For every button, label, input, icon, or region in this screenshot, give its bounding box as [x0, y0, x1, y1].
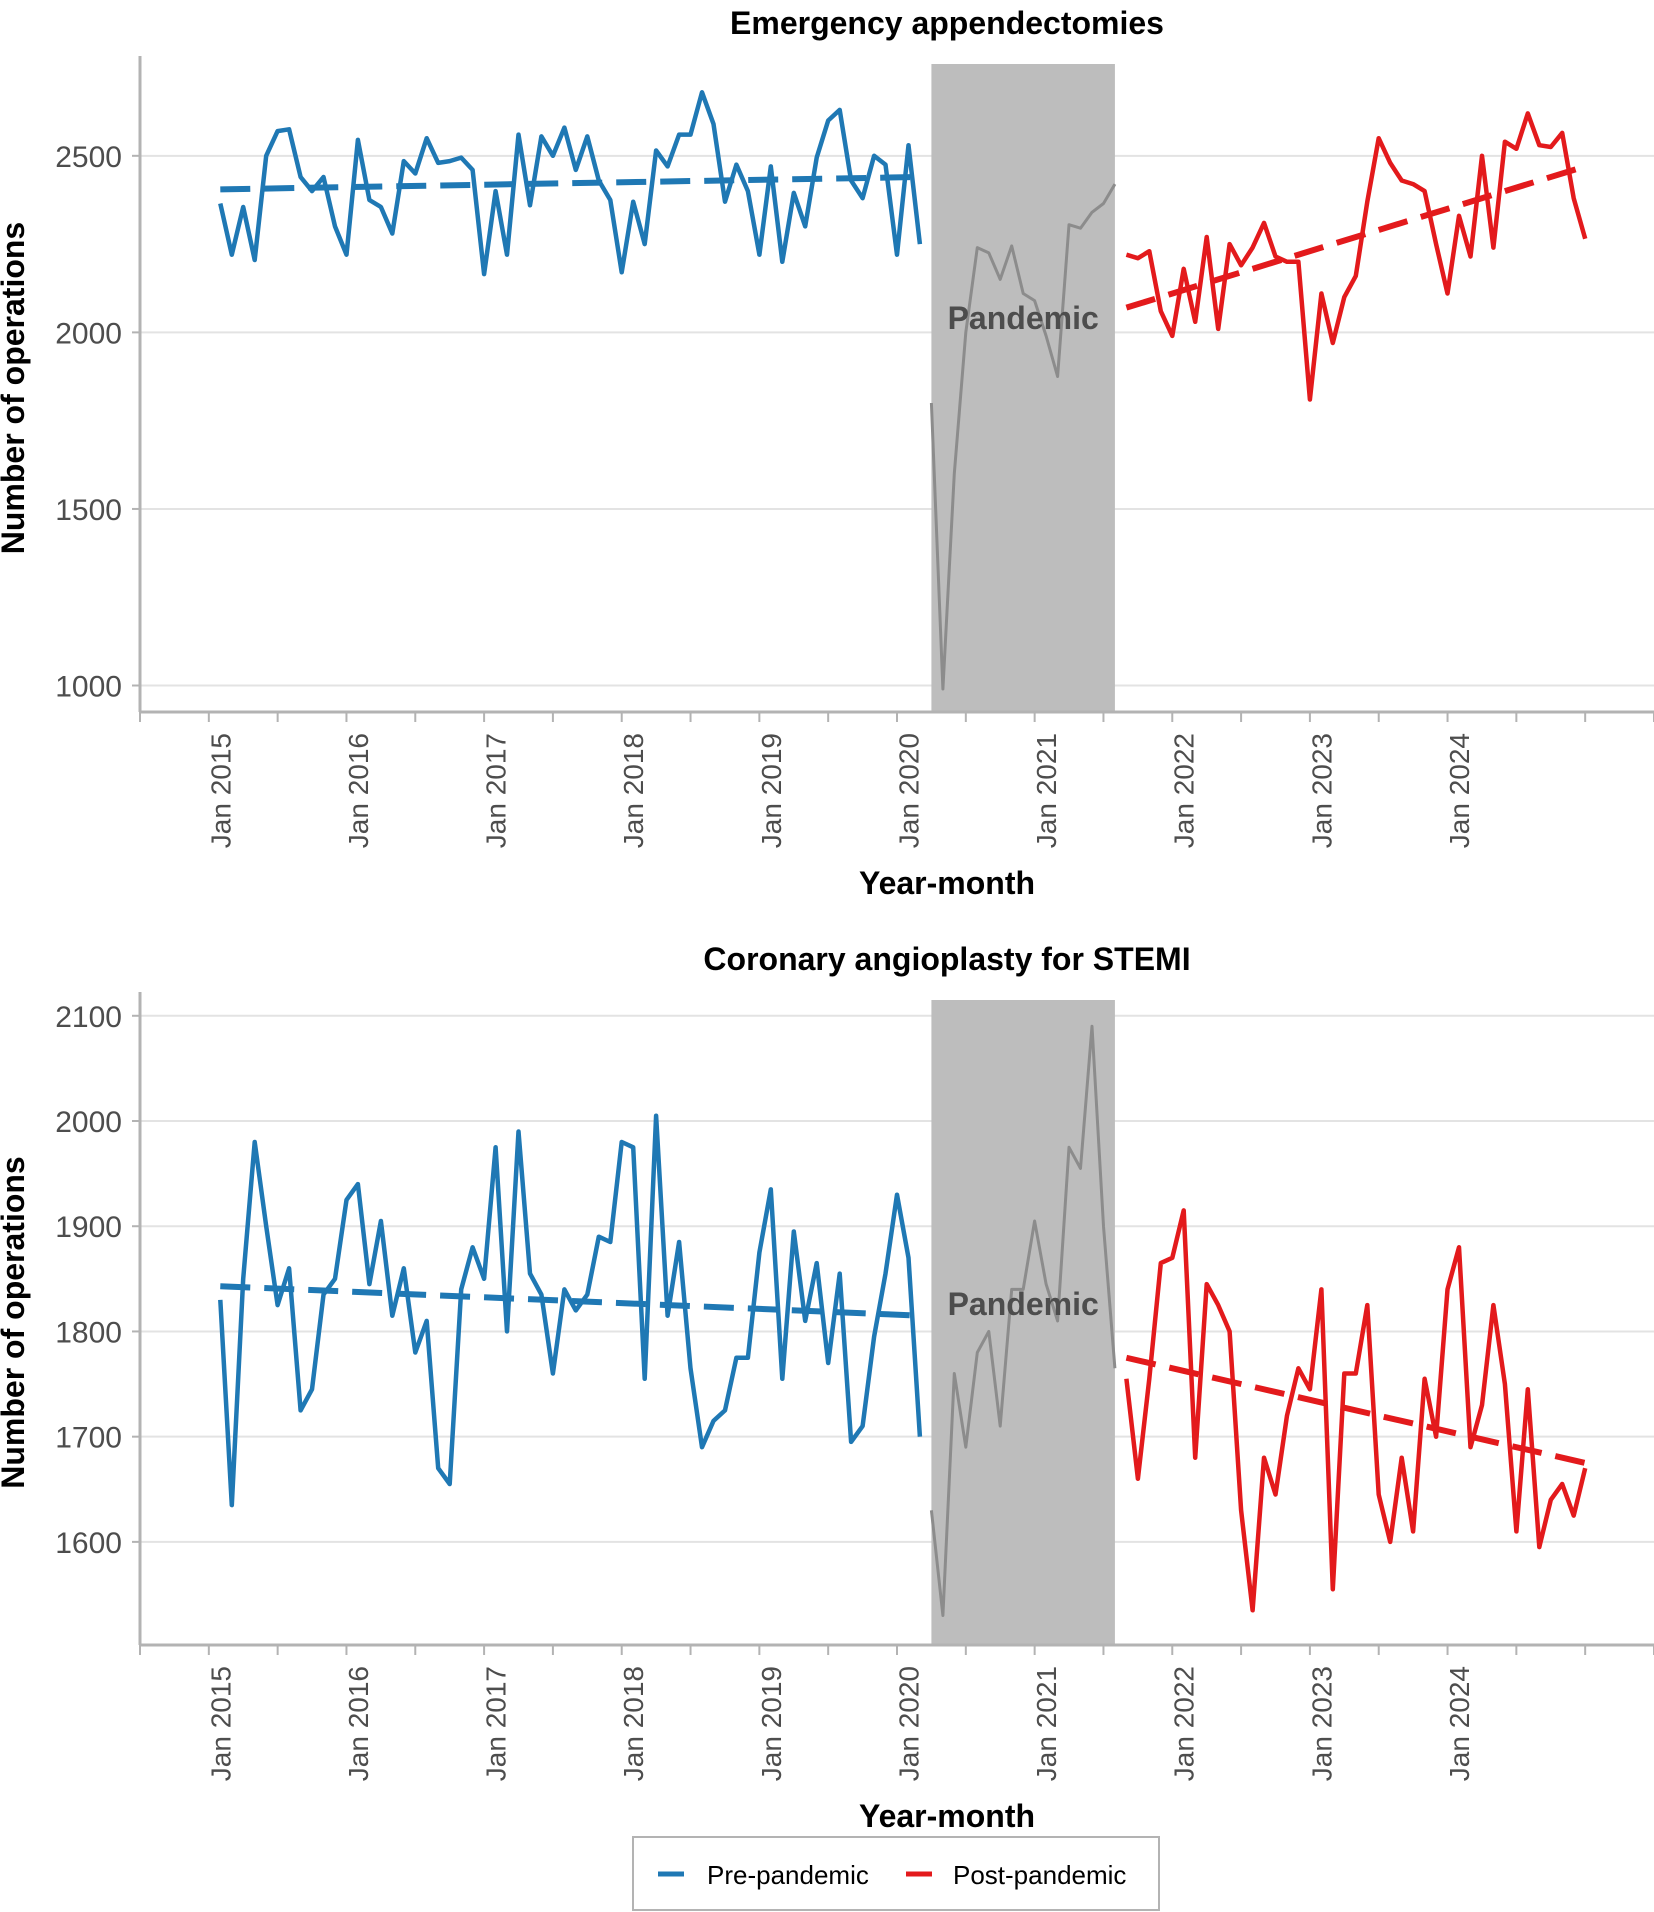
x-tick-label: Jan 2018 — [618, 1666, 649, 1781]
post-pandemic-series-line — [1124, 1208, 1588, 1613]
y-axis-title: Number of operations — [0, 222, 31, 554]
x-tick-label: Jan 2019 — [756, 1666, 787, 1781]
y-tick-label: 2100 — [55, 1001, 122, 1034]
pandemic-series-line — [929, 1024, 1117, 1617]
chart-title: Emergency appendectomies — [730, 5, 1164, 41]
y-tick-label: 1700 — [55, 1422, 122, 1455]
x-axis-title: Year-month — [859, 1798, 1035, 1834]
x-tick-label: Jan 2021 — [1031, 1666, 1062, 1781]
x-tick-label: Jan 2018 — [618, 733, 649, 848]
pandemic-series-line — [929, 183, 1117, 691]
y-tick-label: 2000 — [55, 1106, 122, 1139]
y-tick-label: 1900 — [55, 1211, 122, 1244]
legend: Pre-pandemic Post-pandemic — [632, 1836, 1160, 1911]
x-axis-title: Year-month — [859, 865, 1035, 901]
y-tick-label: 2000 — [55, 317, 122, 350]
pandemic-label: Pandemic — [948, 1286, 1099, 1322]
pre-pandemic-series-line — [218, 1113, 923, 1508]
x-tick-label: Jan 2016 — [343, 733, 374, 848]
y-axis-title: Number of operations — [0, 1156, 31, 1488]
y-tick-label: 1600 — [55, 1527, 122, 1560]
x-tick-label: Jan 2016 — [343, 1666, 374, 1781]
post-pandemic-series-line — [1125, 111, 1588, 402]
panel-1: 1000 1500 2000 2500 Jan 2015 Jan 2016 Jan 2017… — [0, 5, 1654, 901]
pandemic-shading — [931, 64, 1115, 712]
post-pandemic-trend-line — [1125, 1354, 1586, 1466]
x-tick-label: Jan 2022 — [1169, 733, 1200, 848]
pandemic-label: Pandemic — [948, 300, 1099, 336]
x-tick-label: Jan 2020 — [893, 733, 924, 848]
pre-pandemic-series-line — [218, 90, 923, 277]
x-tick-label: Jan 2023 — [1306, 1666, 1337, 1781]
y-tick-label: 1800 — [55, 1316, 122, 1349]
y-tick-label: 2500 — [55, 141, 122, 174]
x-tick-label: Jan 2024 — [1444, 1666, 1475, 1781]
x-tick-label: Jan 2019 — [756, 733, 787, 848]
y-tick-label: 1500 — [55, 494, 122, 527]
legend-label-pre: Pre-pandemic — [707, 1860, 869, 1890]
x-tick-label: Jan 2022 — [1169, 1666, 1200, 1781]
pre-pandemic-trend-line — [220, 174, 920, 193]
x-tick-label: Jan 2023 — [1306, 733, 1337, 848]
x-tick-label: Jan 2021 — [1031, 733, 1062, 848]
chart-title: Coronary angioplasty for STEMI — [703, 941, 1190, 977]
legend-box — [632, 1836, 1160, 1911]
pre-pandemic-trend-line — [220, 1283, 921, 1319]
x-tick-label: Jan 2015 — [205, 1666, 236, 1781]
x-tick-label: Jan 2017 — [481, 1666, 512, 1781]
x-tick-label: Jan 2015 — [205, 733, 236, 848]
panel-2: 1600 1700 1800 1900 2000 2100 Jan 2015 Jan 2016… — [0, 941, 1654, 1834]
x-tick-label: Jan 2017 — [481, 733, 512, 848]
legend-label-post: Post-pandemic — [953, 1860, 1126, 1890]
x-tick-label: Jan 2024 — [1444, 733, 1475, 848]
x-tick-label: Jan 2020 — [893, 1666, 924, 1781]
post-pandemic-trend-line — [1125, 163, 1587, 311]
y-tick-label: 1000 — [55, 671, 122, 704]
